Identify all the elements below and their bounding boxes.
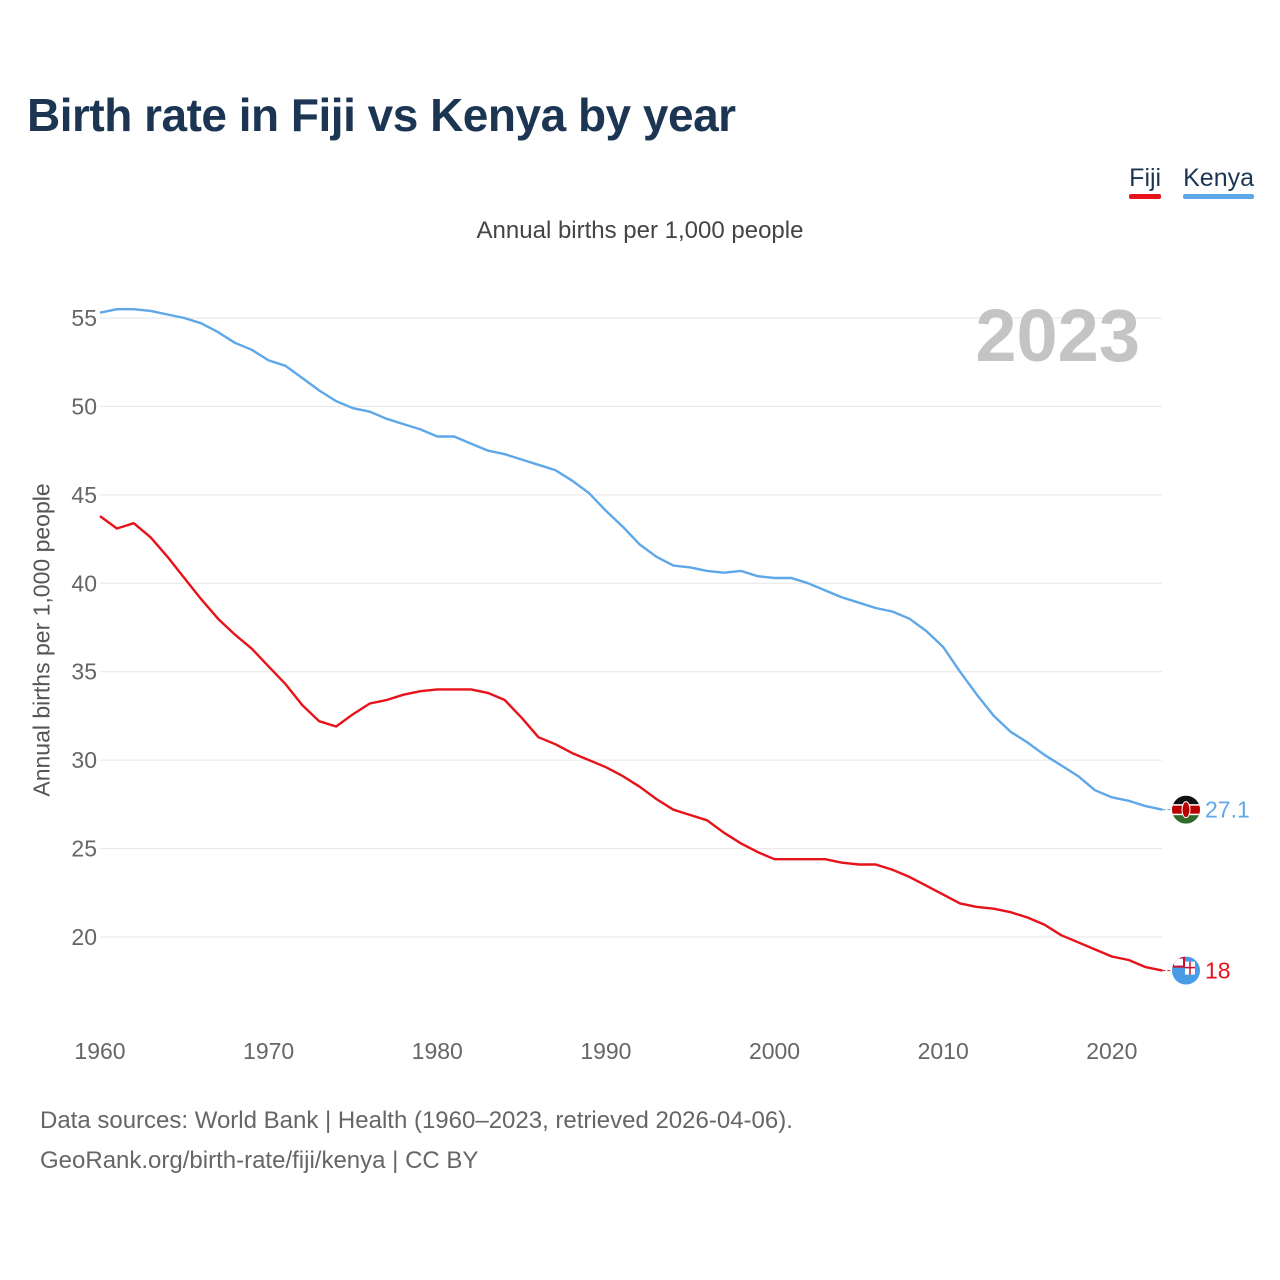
x-tick-2000: 2000	[749, 1038, 800, 1064]
y-tick-30: 30	[71, 747, 97, 773]
legend-label-kenya: Kenya	[1183, 164, 1254, 192]
x-tick-2010: 2010	[918, 1038, 969, 1064]
legend: Fiji Kenya	[1129, 164, 1254, 199]
legend-swatch-fiji	[1129, 194, 1162, 199]
legend-item-kenya[interactable]: Kenya	[1183, 164, 1254, 199]
x-tick-1970: 1970	[243, 1038, 294, 1064]
y-tick-45: 45	[71, 482, 97, 508]
y-tick-55: 55	[71, 305, 97, 331]
y-tick-20: 20	[71, 924, 97, 950]
x-axis-ticks: 1960 1970 1980 1990 2000 2010 2020	[74, 1038, 1137, 1064]
flag-marker-kenya	[1172, 795, 1200, 824]
series-end-markers: 18 27.1	[1162, 795, 1250, 985]
y-tick-50: 50	[71, 393, 97, 419]
y-axis-ticks: 20 25 30 35 40 45 50 55	[71, 305, 97, 950]
grid-lines	[100, 317, 1162, 938]
series-lines	[99, 308, 1163, 972]
current-year-display: 2023	[975, 294, 1140, 377]
legend-item-fiji[interactable]: Fiji	[1129, 164, 1162, 199]
legend-label-fiji: Fiji	[1129, 164, 1162, 192]
series-line-fiji	[99, 515, 1163, 972]
series-line-kenya	[99, 308, 1163, 811]
chart-subtitle: Annual births per 1,000 people	[476, 217, 804, 244]
y-tick-25: 25	[71, 836, 97, 862]
footer-sources: Data sources: World Bank | Health (1960–…	[40, 1107, 793, 1134]
kenya-flag-icon	[1172, 795, 1200, 824]
y-tick-35: 35	[71, 659, 97, 685]
y-tick-40: 40	[71, 570, 97, 596]
flag-marker-fiji	[1172, 956, 1200, 985]
fiji-flag-icon	[1172, 956, 1200, 985]
chart-title: Birth rate in Fiji vs Kenya by year	[27, 89, 736, 141]
end-value-label-kenya: 27.1	[1205, 797, 1250, 823]
x-tick-2020: 2020	[1086, 1038, 1137, 1064]
legend-swatch-kenya	[1183, 194, 1254, 199]
x-tick-1990: 1990	[580, 1038, 631, 1064]
footer-attribution: GeoRank.org/birth-rate/fiji/kenya | CC B…	[40, 1147, 479, 1174]
x-tick-1960: 1960	[74, 1038, 125, 1064]
end-value-label-fiji: 18	[1205, 958, 1231, 984]
x-tick-1980: 1980	[412, 1038, 463, 1064]
